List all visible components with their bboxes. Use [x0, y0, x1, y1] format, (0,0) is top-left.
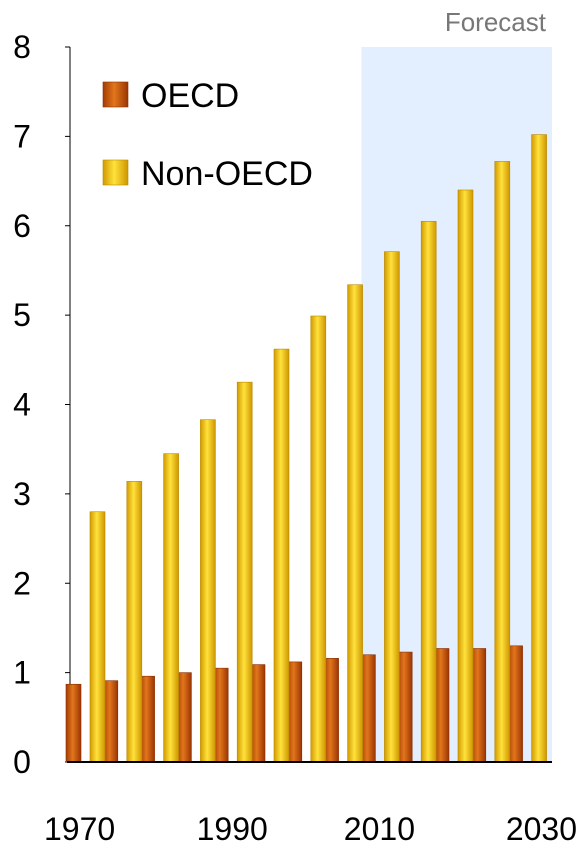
- bar-non-oecd-2000: [310, 315, 327, 763]
- bar-series: [65, 134, 547, 763]
- y-tick-label: 2: [13, 565, 31, 601]
- x-tick-label: 1970: [44, 811, 115, 847]
- bar-non-oecd-2020: [457, 189, 474, 763]
- bar-oecd-1970: [65, 683, 82, 763]
- y-tick-label: 5: [13, 297, 31, 333]
- bar-non-oecd-1995: [273, 348, 290, 763]
- y-axis: 0 1 2 3 4 5 6 7 8: [13, 29, 71, 780]
- bar-non-oecd-1980: [163, 453, 179, 763]
- legend-label-oecd: OECD: [141, 77, 239, 115]
- bar-non-oecd-2025: [494, 161, 511, 763]
- bar-non-oecd-1970: [89, 511, 106, 763]
- bar-non-oecd-2005: [347, 284, 363, 763]
- bar-non-oecd-1985: [200, 419, 216, 763]
- x-tick-label: 1990: [197, 811, 268, 847]
- y-tick-label: 6: [13, 208, 31, 244]
- y-tick-label: 4: [13, 387, 31, 423]
- y-tick-label: 1: [13, 655, 31, 691]
- legend-label-non-oecd: Non-OECD: [141, 155, 313, 193]
- bar-non-oecd-2015: [420, 220, 437, 763]
- bar-non-oecd-2030: [531, 134, 547, 763]
- bar-non-oecd-1990: [236, 381, 253, 763]
- x-tick-label: 2010: [344, 811, 415, 847]
- y-tick-label: 7: [13, 118, 31, 154]
- y-tick-label: 8: [13, 29, 31, 65]
- legend-swatch-oecd: [102, 81, 129, 108]
- legend-swatch-non-oecd: [102, 159, 129, 186]
- forecast-label: Forecast: [445, 7, 547, 37]
- y-tick-label: 3: [13, 476, 31, 512]
- bar-non-oecd-2010: [384, 251, 400, 763]
- x-tick-label: 2030: [506, 811, 577, 847]
- legend: OECD Non-OECD: [102, 77, 313, 193]
- y-tick-label: 0: [13, 744, 31, 780]
- x-axis: 1970 1990 2010 2030: [44, 761, 577, 847]
- bar-non-oecd-1975: [126, 481, 143, 763]
